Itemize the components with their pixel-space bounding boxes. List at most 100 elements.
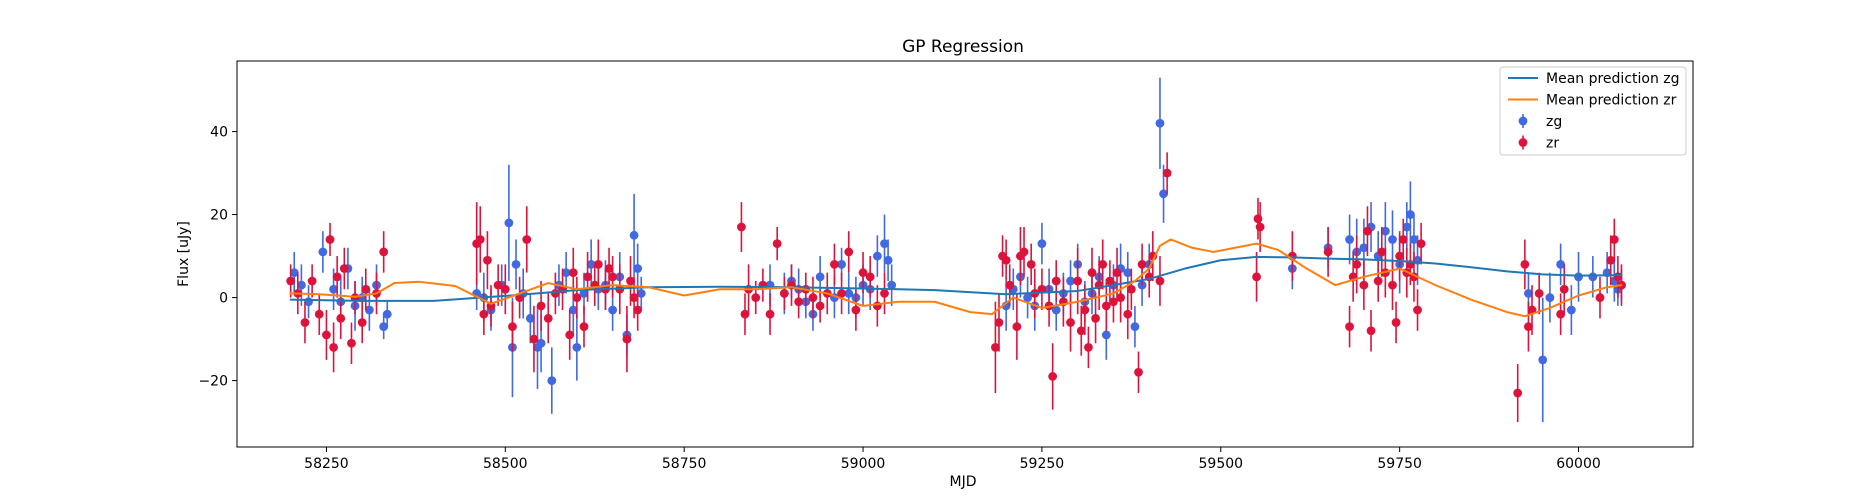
data-point [626,276,635,286]
data-point [837,289,846,298]
data-point [1252,272,1261,282]
data-point [740,309,750,319]
data-point [329,284,338,294]
data-point [1076,326,1086,336]
data-point [1524,289,1533,298]
data-point [1373,276,1383,286]
legend-label-mean-prediction-zr: Mean prediction zr [1546,93,1677,109]
data-point [1159,189,1168,199]
data-point [357,318,367,327]
plot-frame [236,60,1694,448]
series-line-mean-prediction-zr [289,238,1623,318]
y-tick-label: −20 [198,374,228,390]
data-point [529,334,539,344]
data-point [329,342,338,352]
data-point [325,235,335,244]
data-point [1359,243,1369,253]
data-point [1538,355,1548,365]
x-tick-label: 58750 [662,456,707,472]
data-point [1255,222,1265,232]
data-point [633,264,643,273]
data-point [322,330,331,340]
data-point [1037,284,1047,294]
data-point [1574,272,1583,282]
data-point [1253,214,1263,224]
data-point [1051,305,1061,315]
data-point [1388,280,1397,290]
data-point [880,289,889,298]
x-tick-label: 58250 [304,456,349,472]
data-point [593,259,603,269]
data-point [1566,305,1576,315]
data-point [844,247,854,257]
x-axis-ticks: 58250 58500 58750 59000 59250 59500 59750 60000 [304,447,1601,472]
data-point [508,322,517,332]
data-point [883,255,893,265]
data-point [1559,284,1569,294]
data-point [1545,293,1555,302]
data-point [1366,326,1376,336]
y-axis-ticks: −20 0 20 40 [198,125,237,390]
data-point [568,305,578,315]
data-point [837,259,846,269]
data-point [1155,276,1165,286]
data-point [1101,301,1111,311]
data-point [339,264,349,273]
data-point [318,247,328,257]
y-axis-label: Flux [uJy] [176,221,192,287]
data-point [1101,330,1111,340]
data-point [1123,309,1133,319]
data-point [1126,284,1136,294]
data-point [1524,322,1533,332]
data-point [364,305,374,315]
data-point [336,313,346,323]
data-point [504,218,514,228]
legend-label-zr: zr [1546,136,1559,152]
x-axis-label: MJD [950,474,977,490]
chart-title: GP Regression [902,37,1024,57]
data-point [493,280,503,290]
data-point [865,272,875,282]
data-point [1080,305,1090,315]
data-point [808,293,818,302]
x-tick-label: 59500 [1199,456,1244,472]
y-tick-label: 40 [210,125,228,141]
data-point [307,276,317,286]
x-tick-label: 58500 [483,456,528,472]
x-tick-label: 59250 [1020,456,1065,472]
data-point [522,235,532,244]
data-point [629,293,639,302]
data-point [1345,322,1354,332]
data-point [1162,168,1172,178]
data-point [779,289,789,298]
data-point [1084,342,1093,352]
data-point [379,322,389,332]
data-point [872,251,882,261]
data-point [361,284,371,294]
data-point [1606,255,1616,265]
data-point [1345,235,1354,244]
data-point [1402,222,1412,232]
data-point [887,280,897,290]
data-point [572,293,582,302]
data-point [1112,268,1122,278]
data-point [1534,289,1544,298]
legend-swatch-marker-zr [1518,138,1528,147]
data-point [851,305,861,315]
data-point [1037,239,1047,249]
data-point [608,272,618,282]
data-point [1130,322,1140,332]
data-point [880,239,889,249]
data-point [1019,247,1029,257]
data-point [543,313,553,323]
data-point [286,276,296,286]
data-point [1005,280,1015,290]
data-point [347,338,356,348]
data-point [1066,318,1075,327]
data-point [844,289,854,298]
data-point [1134,367,1143,377]
data-point [1395,251,1405,261]
data-point [1098,259,1108,269]
data-point [1391,318,1401,327]
